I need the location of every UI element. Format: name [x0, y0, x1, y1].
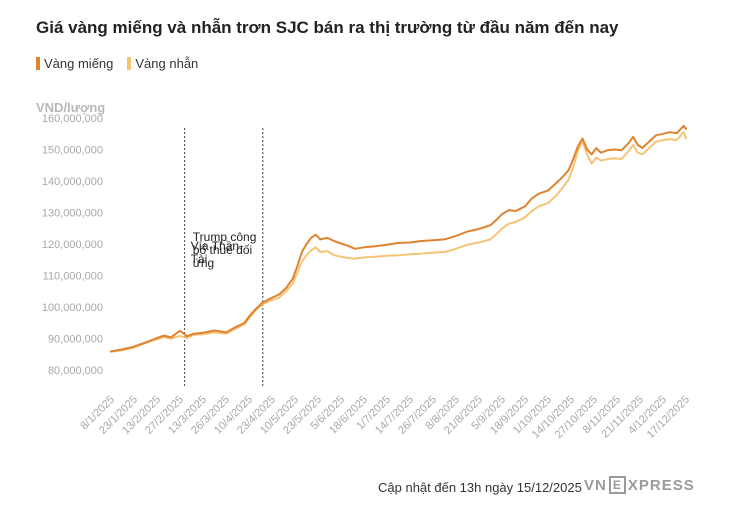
annotation-text: Vía Thần	[191, 239, 239, 253]
legend-swatch-vang-mieng	[36, 57, 40, 70]
annotation-text: ứng	[193, 256, 214, 270]
y-tick-label: 110,000,000	[43, 271, 103, 283]
annotation-text: Tài	[191, 252, 208, 266]
y-tick-label: 100,000,000	[42, 302, 103, 314]
annotation-text: Trump công	[193, 230, 257, 244]
y-axis-unit-label: VND/lượng	[36, 100, 106, 115]
y-tick-label: 120,000,000	[42, 239, 103, 251]
legend-label-vang-mieng: Vàng miếng	[44, 56, 114, 71]
y-tick-label: 160,000,000	[42, 113, 103, 125]
legend-label-vang-nhan: Vàng nhẫn	[135, 56, 199, 71]
series-line-vang-nhan	[110, 131, 687, 353]
logo-text-box: E	[608, 476, 626, 494]
vnexpress-logo: VN E XPRESS	[584, 474, 695, 496]
legend: Vàng miếng Vàng nhẫn	[36, 56, 198, 71]
y-tick-label: 80,000,000	[48, 365, 103, 377]
chart-title: Giá vàng miếng và nhẫn trơn SJC bán ra t…	[36, 18, 619, 37]
series-line-vang-mieng	[110, 124, 687, 353]
legend-swatch-vang-nhan	[127, 57, 132, 70]
update-note: Cập nhật đến 13h ngày 15/12/2025	[378, 480, 582, 495]
annotation-text: bố thuế đối	[193, 243, 252, 257]
legend-item-vang-nhan: Vàng nhẫn	[127, 56, 198, 71]
legend-item-vang-mieng: Vàng miếng	[36, 56, 113, 71]
y-tick-label: 150,000,000	[42, 145, 103, 157]
y-tick-label: 90,000,000	[48, 334, 103, 346]
y-tick-label: 130,000,000	[42, 208, 103, 220]
logo-text-right: XPRESS	[627, 476, 695, 494]
y-tick-label: 140,000,000	[42, 176, 103, 188]
logo-text-left: VN	[584, 476, 607, 494]
